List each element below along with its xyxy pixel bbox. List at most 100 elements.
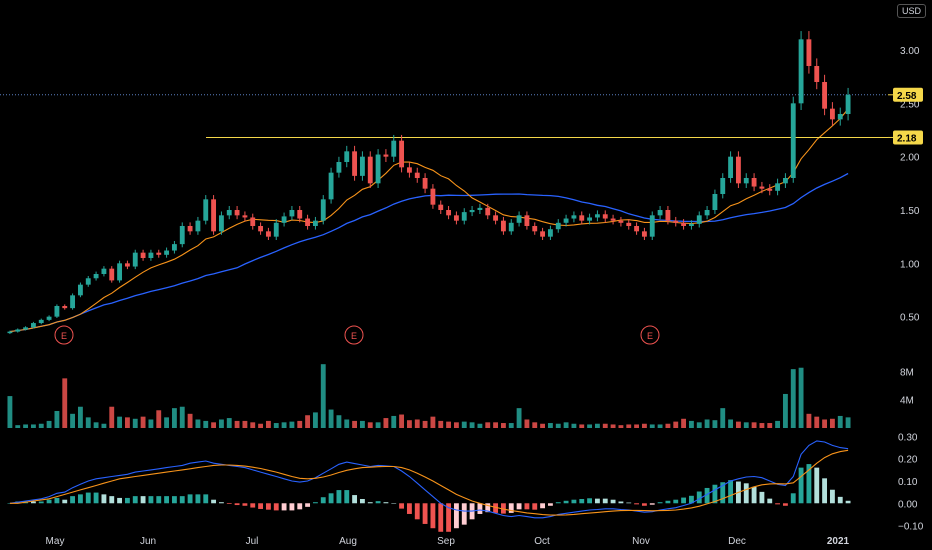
macd-hist-bar [250, 503, 256, 508]
macd-hist-bar [273, 503, 279, 511]
candle [524, 215, 530, 226]
earnings-marker [344, 325, 364, 345]
candle [446, 210, 452, 216]
volume-pane[interactable]: 8M 4M [7, 364, 914, 428]
macd-hist-bar [38, 501, 44, 504]
volume-bar [62, 378, 68, 428]
volume-bar [532, 422, 538, 428]
candle [359, 156, 365, 176]
resistance-price-label: 2.18 [897, 133, 917, 144]
candle [23, 327, 29, 330]
volume-bar [594, 423, 600, 428]
candle [234, 210, 240, 216]
volume-bar [657, 424, 663, 428]
candle [728, 156, 734, 178]
candle [383, 154, 389, 157]
volume-bar [352, 420, 358, 428]
macd-hist-bar [540, 503, 546, 509]
volume-bar [563, 422, 569, 428]
candle [328, 172, 334, 200]
macd-hist-bar [281, 503, 287, 511]
candle [829, 108, 835, 120]
volume-bar [265, 420, 271, 428]
candle [124, 263, 130, 267]
macd-hist-bar [124, 497, 130, 504]
macd-hist-bar [493, 503, 499, 513]
candle [117, 263, 123, 281]
volume-bar [312, 412, 318, 428]
candle [179, 226, 185, 245]
macd-hist-bar [704, 487, 710, 504]
macd-hist-bar [438, 503, 444, 532]
candle [265, 231, 271, 237]
volume-bar [485, 422, 491, 428]
macd-hist-bar [46, 499, 52, 504]
candle [391, 140, 397, 157]
candle [649, 215, 655, 237]
macd-hist-bar [383, 502, 389, 504]
time-axis-label: May [46, 536, 65, 547]
macd-hist-bar [759, 491, 765, 504]
macd-hist-bar [728, 480, 734, 504]
time-axis-label: Dec [728, 536, 746, 547]
volume-bar [602, 423, 608, 428]
macd-hist-bar [359, 498, 365, 504]
macd-hist-bar [289, 503, 295, 511]
candle [790, 103, 796, 178]
macd-hist-bar [148, 496, 154, 504]
currency-label[interactable]: USD [896, 4, 926, 18]
candle [641, 231, 647, 237]
price-pane[interactable]: 3.00 2.50 2.00 1.50 1.00 0.50 E E E 2.58 2.18 [0, 31, 923, 345]
macd-hist-bar [30, 501, 36, 504]
macd-hist-bar [62, 499, 68, 504]
candle [93, 274, 99, 279]
macd-hist-bar [391, 503, 397, 504]
macd-pane[interactable]: 0.30 0.20 0.10 0.00 −0.10 [7, 432, 924, 533]
earnings-marker [640, 325, 660, 345]
candle [218, 215, 224, 232]
macd-hist-bar [312, 502, 318, 504]
volume-bar [438, 420, 444, 428]
volume-bar [516, 408, 522, 428]
volume-bar [500, 423, 506, 428]
macd-hist-bar [242, 503, 248, 506]
candle [7, 331, 13, 334]
macd-hist-bar [790, 493, 796, 504]
macd-hist-bar [814, 467, 820, 504]
volume-bar [798, 367, 804, 428]
volume-bar [250, 422, 256, 428]
candle [587, 217, 593, 221]
volume-bar [806, 413, 812, 428]
volume-bar [775, 420, 781, 428]
macd-hist-bar [579, 498, 585, 504]
candle [477, 207, 483, 210]
volume-bars [7, 364, 851, 428]
candle [618, 220, 624, 223]
volume-bar [414, 419, 420, 428]
volume-bar [540, 423, 546, 428]
price-tick-label: 3.00 [900, 46, 920, 57]
candle [814, 66, 820, 82]
candle [704, 210, 710, 216]
candle [62, 306, 68, 309]
candle [399, 140, 405, 168]
candle [782, 178, 788, 184]
volume-bar [571, 423, 577, 428]
candle [148, 252, 154, 258]
macd-hist-bar [140, 496, 146, 504]
candle [634, 226, 640, 232]
macd-hist-bar [352, 495, 358, 504]
candle [461, 212, 467, 221]
volume-bar [814, 416, 820, 428]
macd-hist-bar [117, 497, 123, 504]
macd-hist-bar [211, 499, 217, 504]
macd-hist-bar [234, 503, 240, 506]
macd-hist-bar [822, 478, 828, 504]
candle [532, 226, 538, 232]
earnings-marker-label: E [647, 331, 653, 341]
macd-hist-bar [641, 503, 647, 506]
volume-bar [336, 415, 342, 428]
volume-bar [242, 420, 248, 428]
